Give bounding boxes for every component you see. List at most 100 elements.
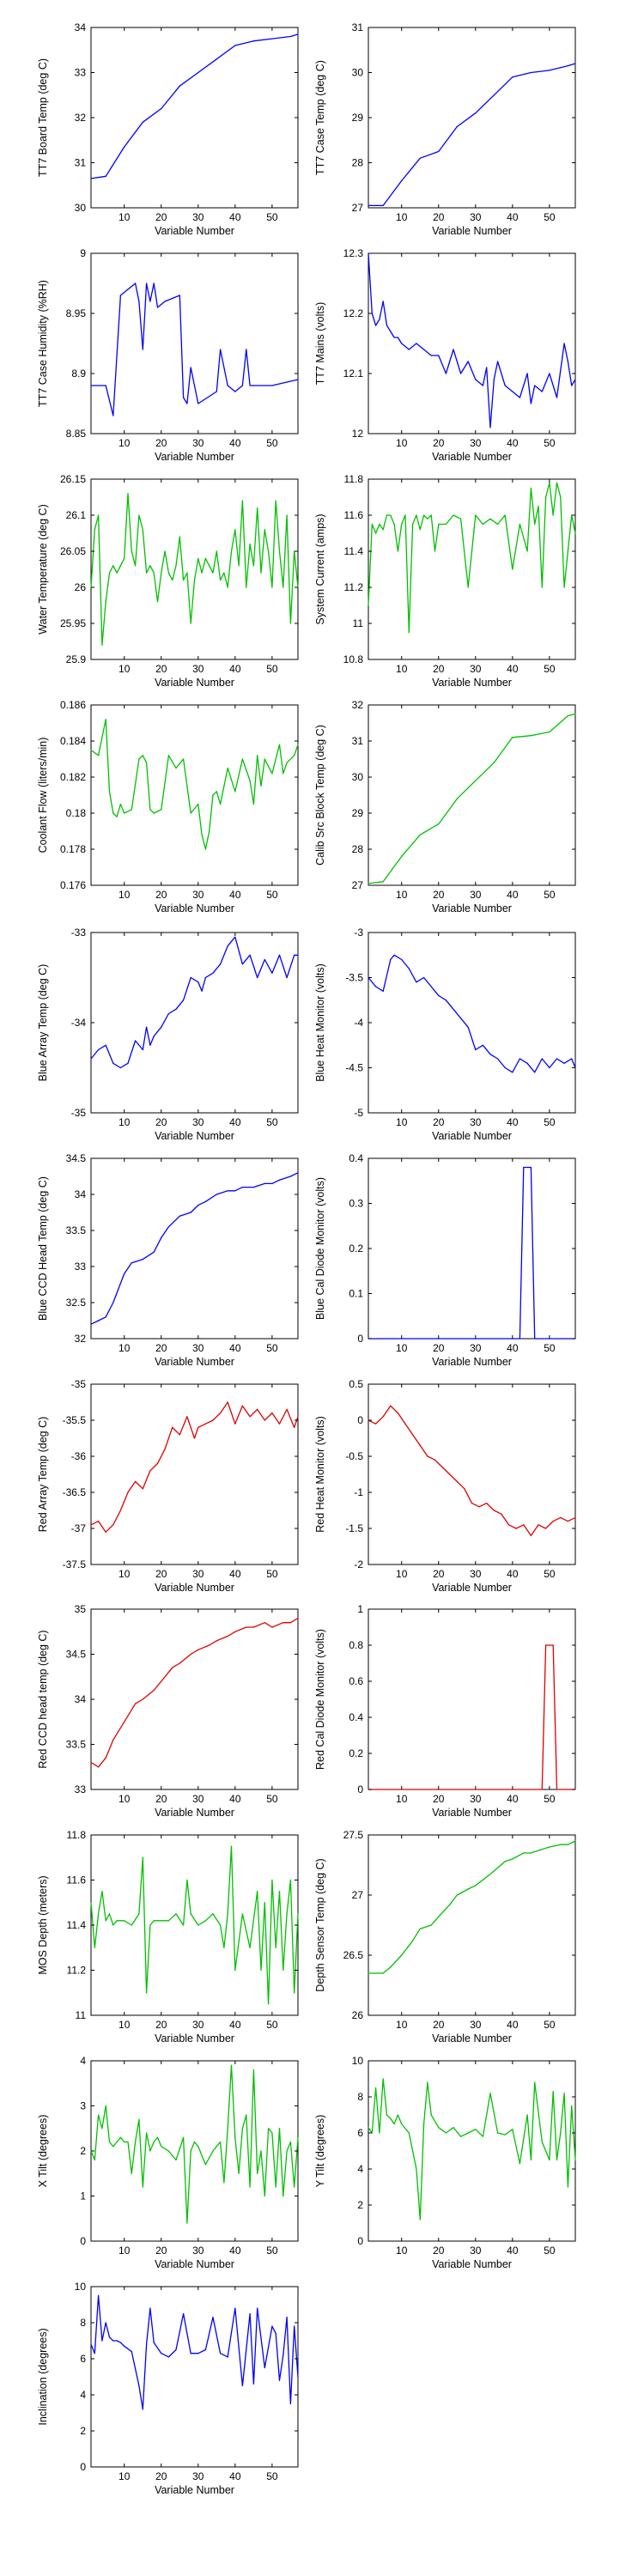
- y-axis-label: Red Array Temp (deg C): [37, 1417, 49, 1533]
- data-point: [183, 758, 185, 760]
- chart-panel-17: 10 20 30 40 50 11 11.2 11.4 11.6 11.8 Variable Num…: [37, 1829, 299, 2044]
- data-point: [138, 2118, 140, 2120]
- data-point: [183, 999, 185, 1001]
- x-tick-label: 10: [396, 663, 408, 675]
- y-axis-label: Blue Array Temp (deg C): [37, 964, 49, 1082]
- data-point: [563, 586, 565, 588]
- data-point: [138, 2385, 140, 2387]
- data-point: [220, 1924, 222, 1926]
- y-tick-label: 11.4: [67, 1919, 87, 1931]
- data-point: [412, 1434, 414, 1436]
- y-tick-label: 11: [353, 617, 364, 629]
- plot-area: [90, 27, 299, 209]
- data-point: [534, 523, 536, 526]
- x-axis-label: Variable Number: [155, 1807, 234, 1819]
- data-point: [445, 373, 447, 374]
- data-point: [530, 403, 532, 404]
- data-point: [294, 1426, 295, 1428]
- data-point: [264, 1419, 265, 1421]
- data-point: [249, 1947, 251, 1948]
- x-axis-label: Variable Number: [155, 225, 234, 237]
- data-point: [153, 812, 155, 814]
- data-point: [230, 2064, 233, 2066]
- y-tick-label: 27.5: [343, 1829, 364, 1841]
- data-point: [234, 2307, 236, 2309]
- data-point: [186, 1416, 188, 1418]
- x-tick-label: 40: [229, 1342, 241, 1354]
- x-tick-label: 10: [396, 889, 408, 901]
- data-point: [153, 1251, 155, 1253]
- data-point: [512, 568, 513, 570]
- y-tick-label: 31: [75, 157, 87, 169]
- chart-panel-19: 10 20 30 40 50 0 1 2 3 4 Variable Number X Tilt (de…: [37, 2055, 299, 2270]
- data-point: [371, 523, 373, 526]
- data-point: [90, 1902, 92, 1904]
- chart-panel-5: 10 20 30 40 50 25.9 25.95 26 26.05 26.1 26.15 Varia…: [37, 473, 299, 689]
- data-point: [445, 999, 447, 1001]
- data-point: [493, 379, 495, 380]
- plot-area: [90, 252, 299, 434]
- chart-panel-14: 10 20 30 40 50 -2 -1.5 -1 -0.5 0 0.5 Variable Numbe…: [314, 1378, 576, 1594]
- data-point: [167, 1920, 169, 1922]
- data-point: [230, 1845, 233, 1847]
- data-point: [286, 2317, 288, 2318]
- x-axis-label: Variable Number: [155, 1130, 234, 1142]
- data-point: [264, 1182, 265, 1184]
- data-point: [153, 1689, 155, 1692]
- y-tick-label: 0.182: [60, 771, 86, 783]
- data-point: [149, 1470, 151, 1472]
- y-tick-label: 27: [352, 202, 364, 214]
- data-point: [98, 1048, 100, 1051]
- data-point: [486, 1503, 488, 1504]
- data-point: [212, 2150, 214, 2152]
- data-point: [216, 550, 217, 552]
- data-point: [541, 586, 543, 588]
- data-point: [98, 514, 100, 516]
- data-point: [430, 514, 432, 516]
- data-point: [438, 150, 440, 152]
- data-point: [197, 1649, 199, 1650]
- x-tick-label: 20: [433, 1342, 445, 1354]
- data-point: [449, 1473, 451, 1475]
- data-point: [464, 1488, 465, 1490]
- data-point: [146, 1026, 148, 1028]
- y-tick-label: 8.9: [71, 368, 86, 380]
- data-point: [534, 1338, 536, 1340]
- data-point: [156, 601, 159, 603]
- data-point: [238, 565, 240, 567]
- y-tick-label: 12.2: [343, 307, 364, 319]
- x-tick-label: 10: [118, 663, 131, 675]
- data-point: [241, 2385, 243, 2387]
- data-point: [294, 954, 295, 956]
- y-tick-label: -37.5: [63, 1558, 87, 1571]
- x-tick-label: 50: [544, 2245, 556, 2257]
- data-point: [183, 2312, 185, 2315]
- data-point: [252, 385, 254, 386]
- y-axis-label: Blue Cal Diode Monitor (volts): [314, 1177, 326, 1320]
- data-point: [204, 976, 206, 979]
- x-tick-label: 50: [544, 1342, 556, 1354]
- x-tick-label: 30: [470, 437, 482, 449]
- y-tick-label: -37: [71, 1522, 87, 1534]
- data-point: [124, 146, 125, 148]
- y-tick-label: 0.178: [60, 843, 86, 855]
- x-tick-label: 30: [192, 1116, 204, 1128]
- data-point: [390, 958, 392, 961]
- data-point: [193, 1437, 196, 1439]
- y-axis-label: TT7 Mains (volts): [314, 302, 326, 386]
- data-point: [112, 415, 114, 416]
- y-axis-label: Coolant Flow (liters/min): [37, 738, 49, 854]
- x-tick-label: 30: [470, 2019, 482, 2031]
- y-tick-label: 0.2: [349, 1747, 363, 1759]
- data-point: [456, 125, 458, 128]
- x-tick-label: 30: [192, 2019, 204, 2031]
- data-point: [574, 532, 576, 534]
- data-point: [419, 1444, 421, 1446]
- y-tick-label: 0.2: [349, 1242, 363, 1255]
- x-tick-label: 10: [118, 2019, 131, 2031]
- y-tick-label: 11.2: [67, 1965, 87, 1977]
- data-point: [478, 1506, 480, 1508]
- data-point: [167, 755, 169, 756]
- data-point: [98, 2294, 100, 2297]
